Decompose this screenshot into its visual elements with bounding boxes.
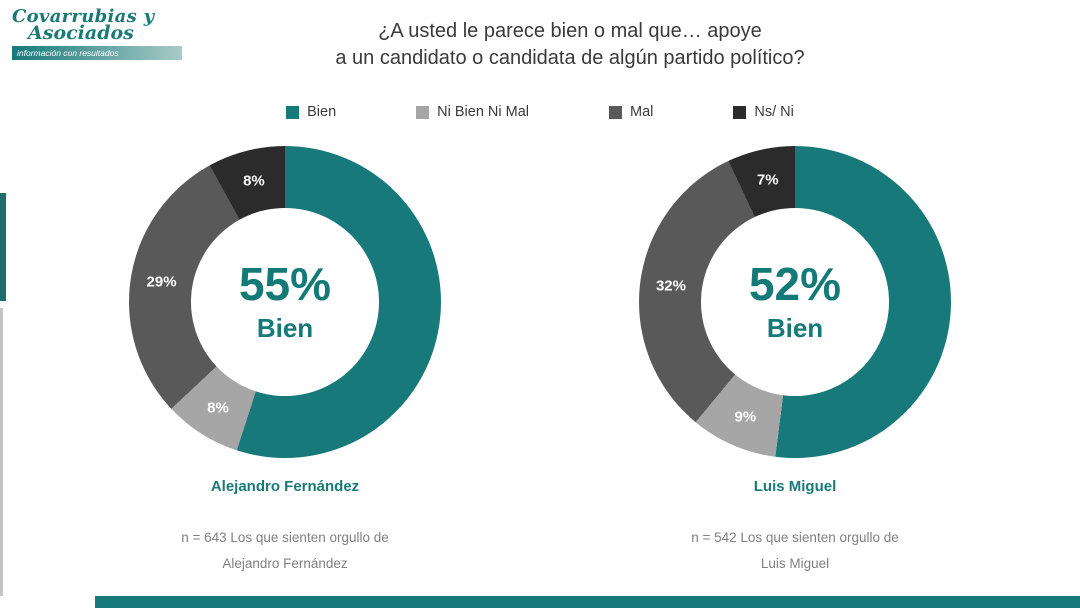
legend-label-mal: Mal [630, 104, 654, 120]
center-value: 52% [748, 257, 842, 310]
legend-swatch-mal [609, 105, 623, 119]
legend-item-mal: Mal [609, 104, 653, 120]
donut-center: 52% Bien [701, 208, 889, 396]
page-title: ¿A usted le parece bien o mal que… apoye… [180, 18, 960, 72]
legend-label-ni-bien-ni-mal: Ni Bien Ni Mal [437, 104, 530, 120]
chart-alejandro-fernandez: 55% Bien 8% 29% 8% Alejandro Fernández n =… [30, 146, 540, 578]
legend-item-ns-ni: Ns/ Ni [733, 104, 794, 120]
bottom-accent-bar [95, 596, 1080, 608]
chart-title: Luis Miguel [753, 478, 837, 495]
charts-row: 55% Bien 8% 29% 8% Alejandro Fernández n =… [30, 146, 1050, 578]
center-label: Bien [766, 312, 824, 343]
company-logo: Covarrubias y Asociados información con … [12, 6, 182, 60]
chart-footnote: n = 643 Los que sienten orgullo de Aleja… [181, 525, 389, 578]
left-edge-teal-bar [0, 193, 6, 301]
chart-footnote-line2: Alejandro Fernández [222, 556, 348, 572]
legend-swatch-ni-bien-ni-mal [416, 105, 430, 119]
chart-legend: Bien Ni Bien Ni Mal Mal Ns/ Ni [0, 104, 1080, 120]
center-value: 55% [238, 257, 332, 310]
segment-label: 29% [146, 273, 177, 291]
left-edge-gray-line [0, 308, 3, 596]
logo-tagline: información con resultados [12, 46, 182, 60]
center-label: Bien [256, 312, 314, 343]
chart-footnote: n = 542 Los que sienten orgullo de Luis … [691, 525, 899, 578]
chart-title: Alejandro Fernández [210, 478, 360, 495]
logo-name-line1: Covarrubias y [12, 6, 155, 27]
page-title-line1: ¿A usted le parece bien o mal que… apoye [378, 20, 762, 42]
chart-footnote-line1: n = 643 Los que sienten orgullo de [181, 530, 389, 545]
segment-label: 32% [655, 277, 686, 295]
segment-label: 8% [207, 399, 229, 417]
legend-label-bien: Bien [307, 104, 337, 120]
legend-swatch-bien [286, 105, 300, 119]
chart-luis-miguel: 52% Bien 9% 32% 7% Luis Miguel n = 542 Los… [540, 146, 1050, 578]
segment-label: 9% [734, 408, 757, 426]
chart-footnote-line2: Luis Miguel [760, 556, 830, 572]
donut-chart: 55% Bien 8% 29% 8% [129, 146, 441, 458]
legend-item-ni-bien-ni-mal: Ni Bien Ni Mal [416, 104, 529, 120]
legend-label-ns-ni: Ns/ Ni [754, 104, 794, 120]
segment-label: 7% [756, 171, 779, 189]
segment-label: 8% [243, 172, 265, 190]
legend-swatch-ns-ni [733, 105, 747, 119]
donut-center: 55% Bien [191, 208, 379, 396]
page-title-line2: a un candidato o candidata de algún part… [335, 47, 805, 69]
chart-footnote-line1: n = 542 Los que sienten orgullo de [691, 530, 899, 545]
logo-name-line2: Asociados [28, 22, 134, 44]
legend-item-bien: Bien [286, 104, 336, 120]
donut-chart: 52% Bien 9% 32% 7% [639, 146, 951, 458]
